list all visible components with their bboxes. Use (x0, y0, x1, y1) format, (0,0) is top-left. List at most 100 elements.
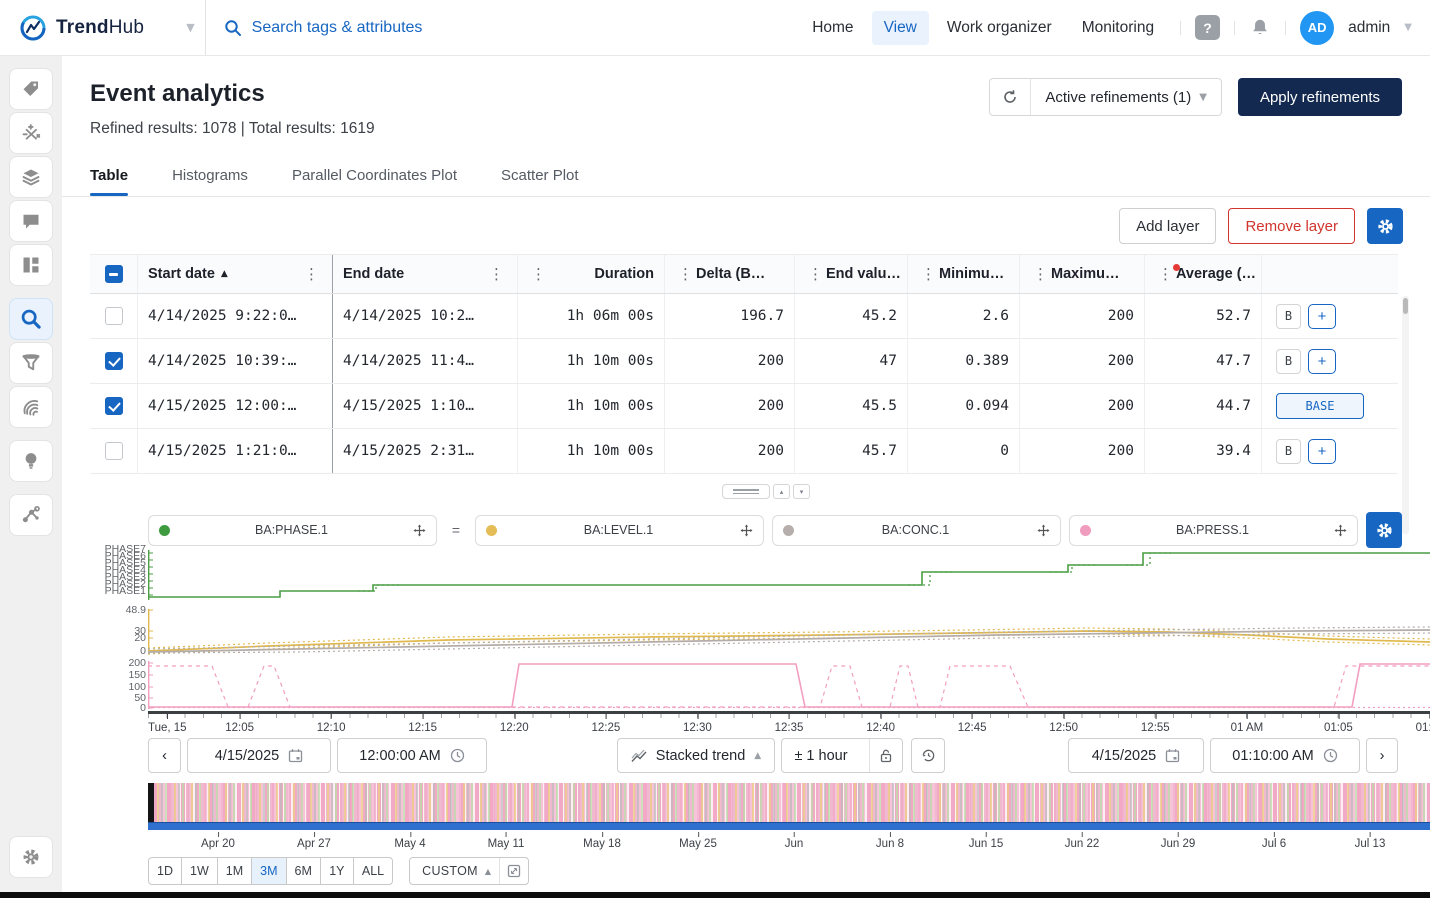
legend-chip-conc[interactable]: BA:CONC.1 (772, 514, 1061, 546)
end-time-picker[interactable]: 01:10:00 AM (1210, 738, 1360, 773)
sidebar-item-comments[interactable] (9, 200, 53, 242)
base-shortcut-button[interactable]: B (1276, 438, 1301, 464)
column-header-end-value[interactable]: ⋮ End valu… (795, 255, 908, 293)
add-to-compare-button[interactable]: + (1308, 438, 1336, 464)
range-all[interactable]: ALL (352, 857, 394, 885)
nav-view[interactable]: View (871, 10, 929, 45)
range-1w[interactable]: 1W (181, 857, 218, 885)
end-date-picker[interactable]: 4/15/2025 (1068, 738, 1204, 773)
press-chart[interactable] (148, 657, 1430, 712)
base-row-button[interactable]: BASE (1276, 393, 1364, 419)
splitter-collapse-down-button[interactable]: ▾ (793, 484, 810, 499)
level-chart[interactable] (148, 607, 1430, 655)
column-menu-icon-flagged[interactable]: ⋮ (1155, 264, 1180, 283)
lock-window-button[interactable] (868, 739, 902, 772)
sidebar-item-tags[interactable] (9, 68, 53, 110)
start-time-picker[interactable]: 12:00:00 AM (337, 738, 487, 773)
range-1d[interactable]: 1D (148, 857, 182, 885)
tab-scatter-plot[interactable]: Scatter Plot (501, 167, 579, 184)
column-menu-icon[interactable]: ⋮ (808, 265, 823, 283)
bell-icon[interactable] (1249, 17, 1271, 39)
column-header-end-date[interactable]: End date ⋮ (333, 255, 518, 293)
row-checkbox[interactable] (104, 307, 123, 325)
column-header-delta[interactable]: ⋮ Delta (B… (665, 255, 795, 293)
row-checkbox[interactable] (104, 397, 123, 415)
legend-chip-phase[interactable]: BA:PHASE.1 (148, 514, 437, 546)
sidebar-item-filter[interactable] (9, 342, 53, 384)
range-1m[interactable]: 1M (216, 857, 253, 885)
move-icon[interactable] (413, 524, 426, 537)
overview-timeline-strip[interactable] (148, 783, 1430, 822)
step-back-button[interactable]: ‹ (148, 738, 181, 773)
move-icon[interactable] (740, 524, 753, 537)
add-layer-button[interactable]: Add layer (1119, 208, 1217, 244)
range-6m[interactable]: 6M (285, 857, 321, 885)
sidebar-item-layers[interactable] (9, 156, 53, 198)
row-checkbox[interactable] (104, 442, 123, 460)
sidebar-item-settings[interactable] (9, 836, 53, 878)
user-menu-chevron-icon[interactable]: ▼ (1404, 22, 1412, 33)
apply-refinements-button[interactable]: Apply refinements (1237, 78, 1402, 116)
splitter-grip[interactable] (722, 484, 770, 499)
phase-chart[interactable] (148, 545, 1430, 603)
table-scrollbar[interactable] (1402, 296, 1409, 534)
time-history-button[interactable] (911, 738, 945, 773)
tab-parallel-coordinates[interactable]: Parallel Coordinates Plot (291, 167, 458, 184)
base-shortcut-button[interactable]: B (1276, 303, 1301, 329)
nav-home[interactable]: Home (812, 18, 854, 36)
column-menu-icon[interactable]: ⋮ (678, 265, 693, 283)
fit-selection-button[interactable] (499, 858, 528, 884)
nav-monitoring[interactable]: Monitoring (1081, 18, 1155, 36)
sidebar-item-dashboards[interactable] (9, 244, 53, 286)
sidebar-item-fingerprint[interactable] (9, 386, 53, 428)
tab-table[interactable]: Table (90, 167, 129, 196)
column-menu-icon[interactable]: ⋮ (531, 265, 546, 283)
column-menu-icon[interactable]: ⋮ (489, 265, 504, 283)
column-menu-icon[interactable]: ⋮ (304, 265, 319, 283)
sidebar-item-workflow[interactable] (9, 494, 53, 536)
sidebar-item-formula[interactable] (9, 112, 53, 154)
column-header-start-date[interactable]: Start date ▲ ⋮ (138, 255, 333, 293)
time-window-label[interactable]: ± 1 hour (794, 747, 848, 764)
move-icon[interactable] (1334, 524, 1347, 537)
add-to-compare-button[interactable]: + (1308, 303, 1336, 329)
column-menu-icon[interactable]: ⋮ (921, 265, 936, 283)
search-input[interactable]: Search tags & attributes (204, 0, 625, 55)
start-date-picker[interactable]: 4/15/2025 (187, 738, 331, 773)
help-icon[interactable]: ? (1195, 15, 1221, 40)
overview-playhead[interactable] (148, 783, 154, 822)
base-shortcut-button[interactable]: B (1276, 348, 1301, 374)
column-header-duration[interactable]: ⋮ Duration (518, 255, 665, 293)
user-avatar[interactable]: AD (1300, 10, 1335, 45)
column-header-average[interactable]: ⋮ Average (… (1145, 255, 1262, 293)
legend-chip-press[interactable]: BA:PRESS.1 (1069, 514, 1358, 546)
table-settings-button[interactable] (1367, 208, 1403, 244)
legend-chip-level[interactable]: BA:LEVEL.1 (475, 514, 764, 546)
remove-layer-button[interactable]: Remove layer (1228, 208, 1355, 244)
sidebar-item-insights[interactable] (9, 440, 53, 482)
add-to-compare-button[interactable]: + (1308, 348, 1336, 374)
tab-histograms[interactable]: Histograms (172, 167, 248, 184)
range-3m[interactable]: 3M (251, 857, 287, 885)
trend-settings-button[interactable] (1366, 512, 1402, 548)
column-header-minimum[interactable]: ⋮ Minimu… (908, 255, 1020, 293)
reset-refinements-button[interactable] (990, 79, 1032, 115)
trend-mode-dropdown[interactable]: Stacked trend ▲ (617, 738, 775, 773)
sidebar-item-search[interactable] (9, 298, 53, 340)
row-checkbox[interactable] (104, 352, 123, 370)
app-logo[interactable]: TrendHub ▼ (0, 13, 205, 43)
move-icon[interactable] (1037, 524, 1050, 537)
step-forward-button[interactable]: › (1366, 738, 1398, 773)
select-all-checkbox[interactable] (104, 265, 123, 283)
column-header-maximum[interactable]: ⋮ Maximu… (1020, 255, 1145, 293)
column-menu-icon[interactable]: ⋮ (1033, 265, 1048, 283)
panel-splitter[interactable]: ▴ ▾ (722, 484, 810, 499)
range-1y[interactable]: 1Y (319, 857, 354, 885)
splitter-collapse-up-button[interactable]: ▴ (773, 484, 790, 499)
nav-work-organizer[interactable]: Work organizer (946, 18, 1052, 36)
overview-selection-bar[interactable] (148, 822, 1430, 830)
active-refinements-dropdown[interactable]: Active refinements (1) ▼ (989, 78, 1222, 116)
time-window-control[interactable]: ± 1 hour (781, 738, 903, 773)
custom-range-control[interactable]: CUSTOM ▲ (409, 857, 530, 885)
brand-chevron-down-icon[interactable]: ▼ (186, 21, 195, 34)
